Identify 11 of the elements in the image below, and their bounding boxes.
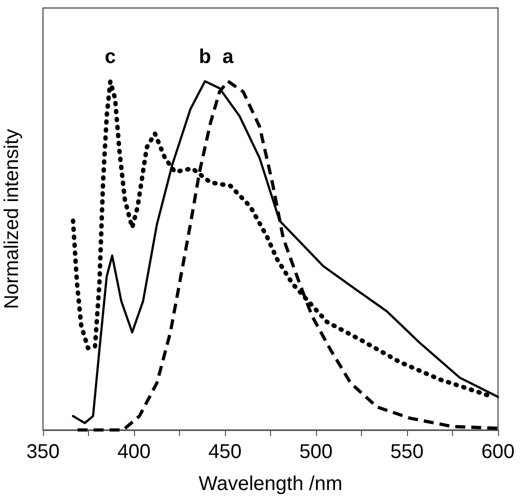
y-axis-title: Normalized intensity — [1, 128, 23, 310]
x-tick-label: 450 — [208, 441, 242, 463]
x-tick-label: 500 — [299, 441, 333, 463]
x-axis-title: Wavelength /nm — [198, 473, 342, 495]
x-tick-label: 600 — [481, 441, 515, 463]
series-label: a — [222, 46, 234, 68]
x-tick-label: 350 — [26, 441, 60, 463]
series-label: c — [104, 46, 116, 68]
x-tick-label: 550 — [390, 441, 424, 463]
series-label: b — [198, 46, 212, 68]
x-tick-label: 400 — [117, 441, 151, 463]
